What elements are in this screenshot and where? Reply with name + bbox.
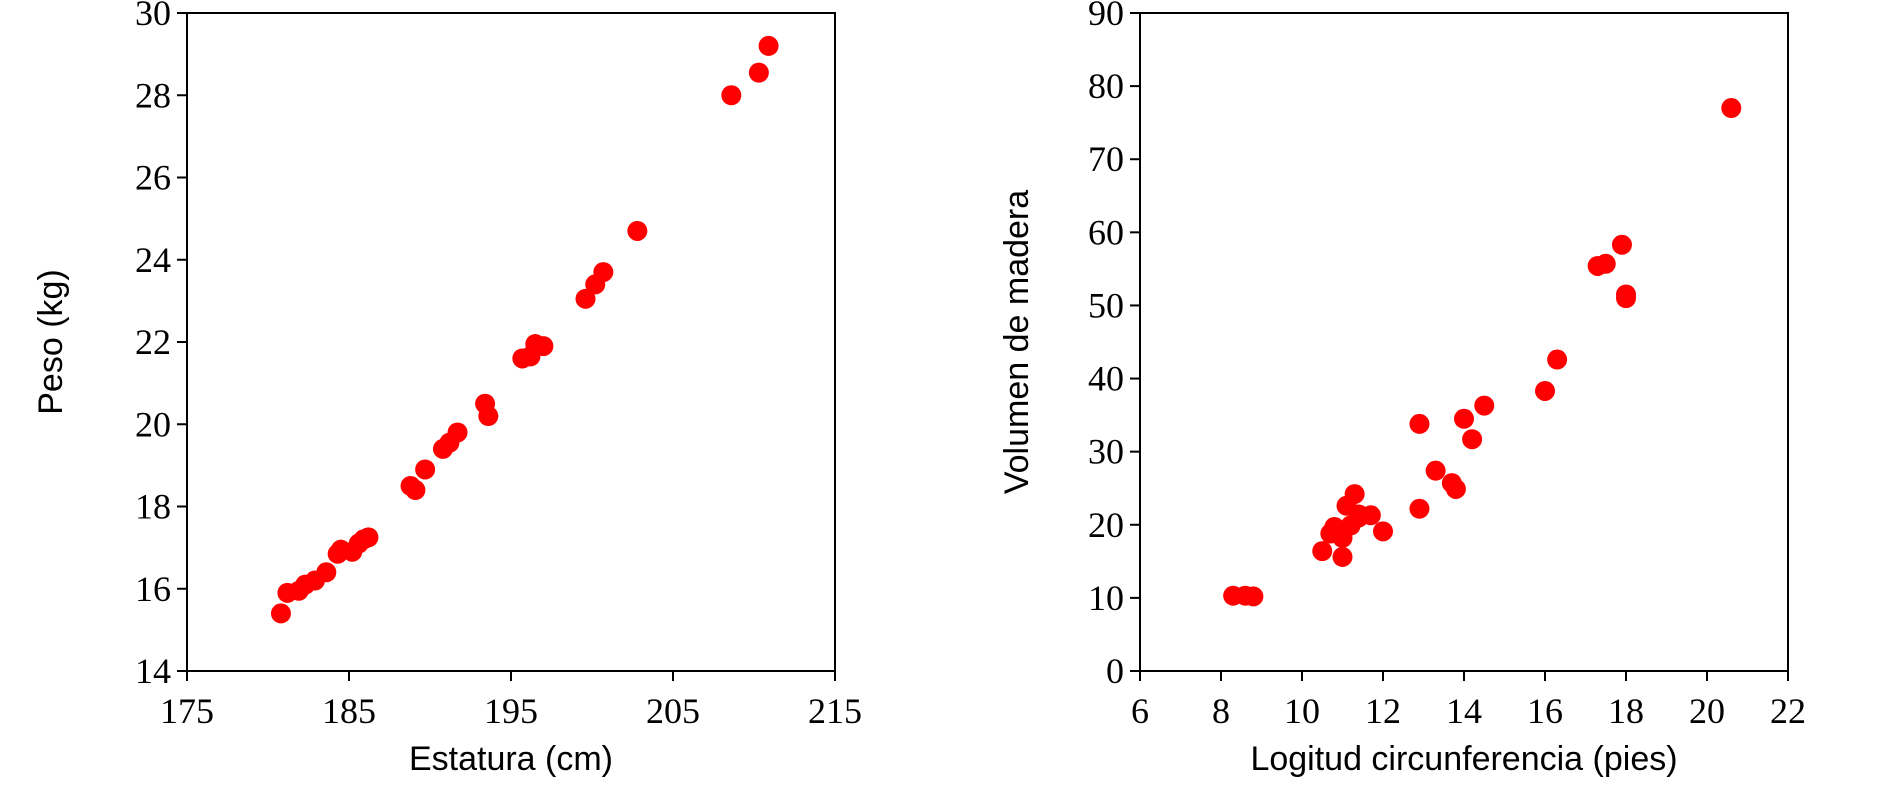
data-point — [758, 35, 779, 56]
y-axis-title: Volumen de madera — [998, 190, 1036, 494]
chart-1: 14 16 18 20 22 24 26 28 30 175 185 195 205 215 Estatur… — [32, 0, 862, 778]
data-point — [1454, 408, 1474, 429]
data-point — [748, 62, 769, 83]
x-tick-label: 20 — [1689, 691, 1725, 731]
x-tick-label: 8 — [1212, 691, 1230, 731]
data-point — [478, 406, 499, 427]
y-tick-label: 20 — [135, 404, 171, 444]
y-tick-label: 30 — [1088, 432, 1124, 472]
y-tick-label: 20 — [1088, 505, 1124, 545]
x-tick-label: 205 — [646, 691, 700, 731]
x-tick-label: 175 — [160, 691, 214, 731]
x-axis-title: Logitud circunferencia (pies) — [1250, 740, 1677, 778]
data-point — [405, 480, 426, 501]
data-point — [1445, 478, 1466, 499]
data-point — [1462, 429, 1483, 450]
x-tick-label: 215 — [808, 691, 862, 731]
data-point — [1535, 380, 1555, 401]
data-point — [1344, 484, 1365, 505]
data-point — [593, 262, 614, 283]
y-tick-label: 80 — [1088, 66, 1124, 106]
data-point — [358, 527, 379, 548]
data-point — [1373, 521, 1393, 542]
x-tick-label: 18 — [1608, 691, 1644, 731]
data-point — [721, 85, 742, 106]
data-point — [575, 288, 596, 309]
x-axis-title: Estatura (cm) — [409, 740, 613, 778]
data-point — [270, 603, 291, 624]
data-point — [1243, 586, 1264, 607]
data-point — [1611, 234, 1632, 255]
data-point — [1474, 395, 1495, 416]
x-tick-label: 10 — [1284, 691, 1320, 731]
x-tick-label: 195 — [484, 691, 538, 731]
y-axis-title: Peso (kg) — [32, 269, 70, 415]
data-point — [627, 220, 648, 241]
chart-2: 0 10 20 30 40 50 60 70 80 90 6 8 10 12 14 16 18 20 22 Logit… — [998, 0, 1806, 778]
data-point — [1409, 413, 1430, 434]
y-tick-label: 0 — [1106, 651, 1124, 691]
y-tick-label: 30 — [135, 0, 171, 33]
x-tick-label: 6 — [1131, 691, 1149, 731]
x-tick-label: 185 — [322, 691, 376, 731]
data-point — [316, 562, 337, 583]
y-tick-label: 70 — [1088, 139, 1124, 179]
plot-frame — [1139, 12, 1789, 672]
data-point — [1595, 253, 1616, 274]
y-tick-label: 18 — [135, 487, 171, 527]
data-point — [1616, 288, 1636, 309]
y-tick-label: 50 — [1088, 285, 1124, 325]
y-tick-label: 60 — [1088, 212, 1124, 252]
data-point — [1360, 505, 1381, 526]
y-tick-label: 26 — [135, 158, 171, 198]
plot-frame — [186, 12, 836, 672]
x-tick-label: 22 — [1770, 691, 1806, 731]
y-tick-label: 10 — [1088, 578, 1124, 618]
data-point — [533, 336, 554, 357]
x-tick-label: 16 — [1527, 691, 1563, 731]
x-tick-label: 12 — [1365, 691, 1401, 731]
data-point — [1721, 98, 1742, 119]
y-tick-label: 90 — [1088, 0, 1124, 33]
y-tick-label: 28 — [135, 75, 171, 115]
data-point — [1312, 541, 1333, 562]
data-point — [447, 422, 468, 443]
y-tick-label: 24 — [135, 240, 171, 280]
y-tick-label: 14 — [135, 651, 171, 691]
x-tick-label: 14 — [1446, 691, 1482, 731]
data-point — [1547, 349, 1568, 370]
y-tick-label: 40 — [1088, 359, 1124, 399]
y-tick-label: 16 — [135, 569, 171, 609]
data-point — [415, 459, 436, 480]
data-point — [1409, 498, 1430, 519]
data-point — [1425, 460, 1446, 481]
y-tick-label: 22 — [135, 322, 171, 362]
data-point — [1332, 546, 1353, 567]
